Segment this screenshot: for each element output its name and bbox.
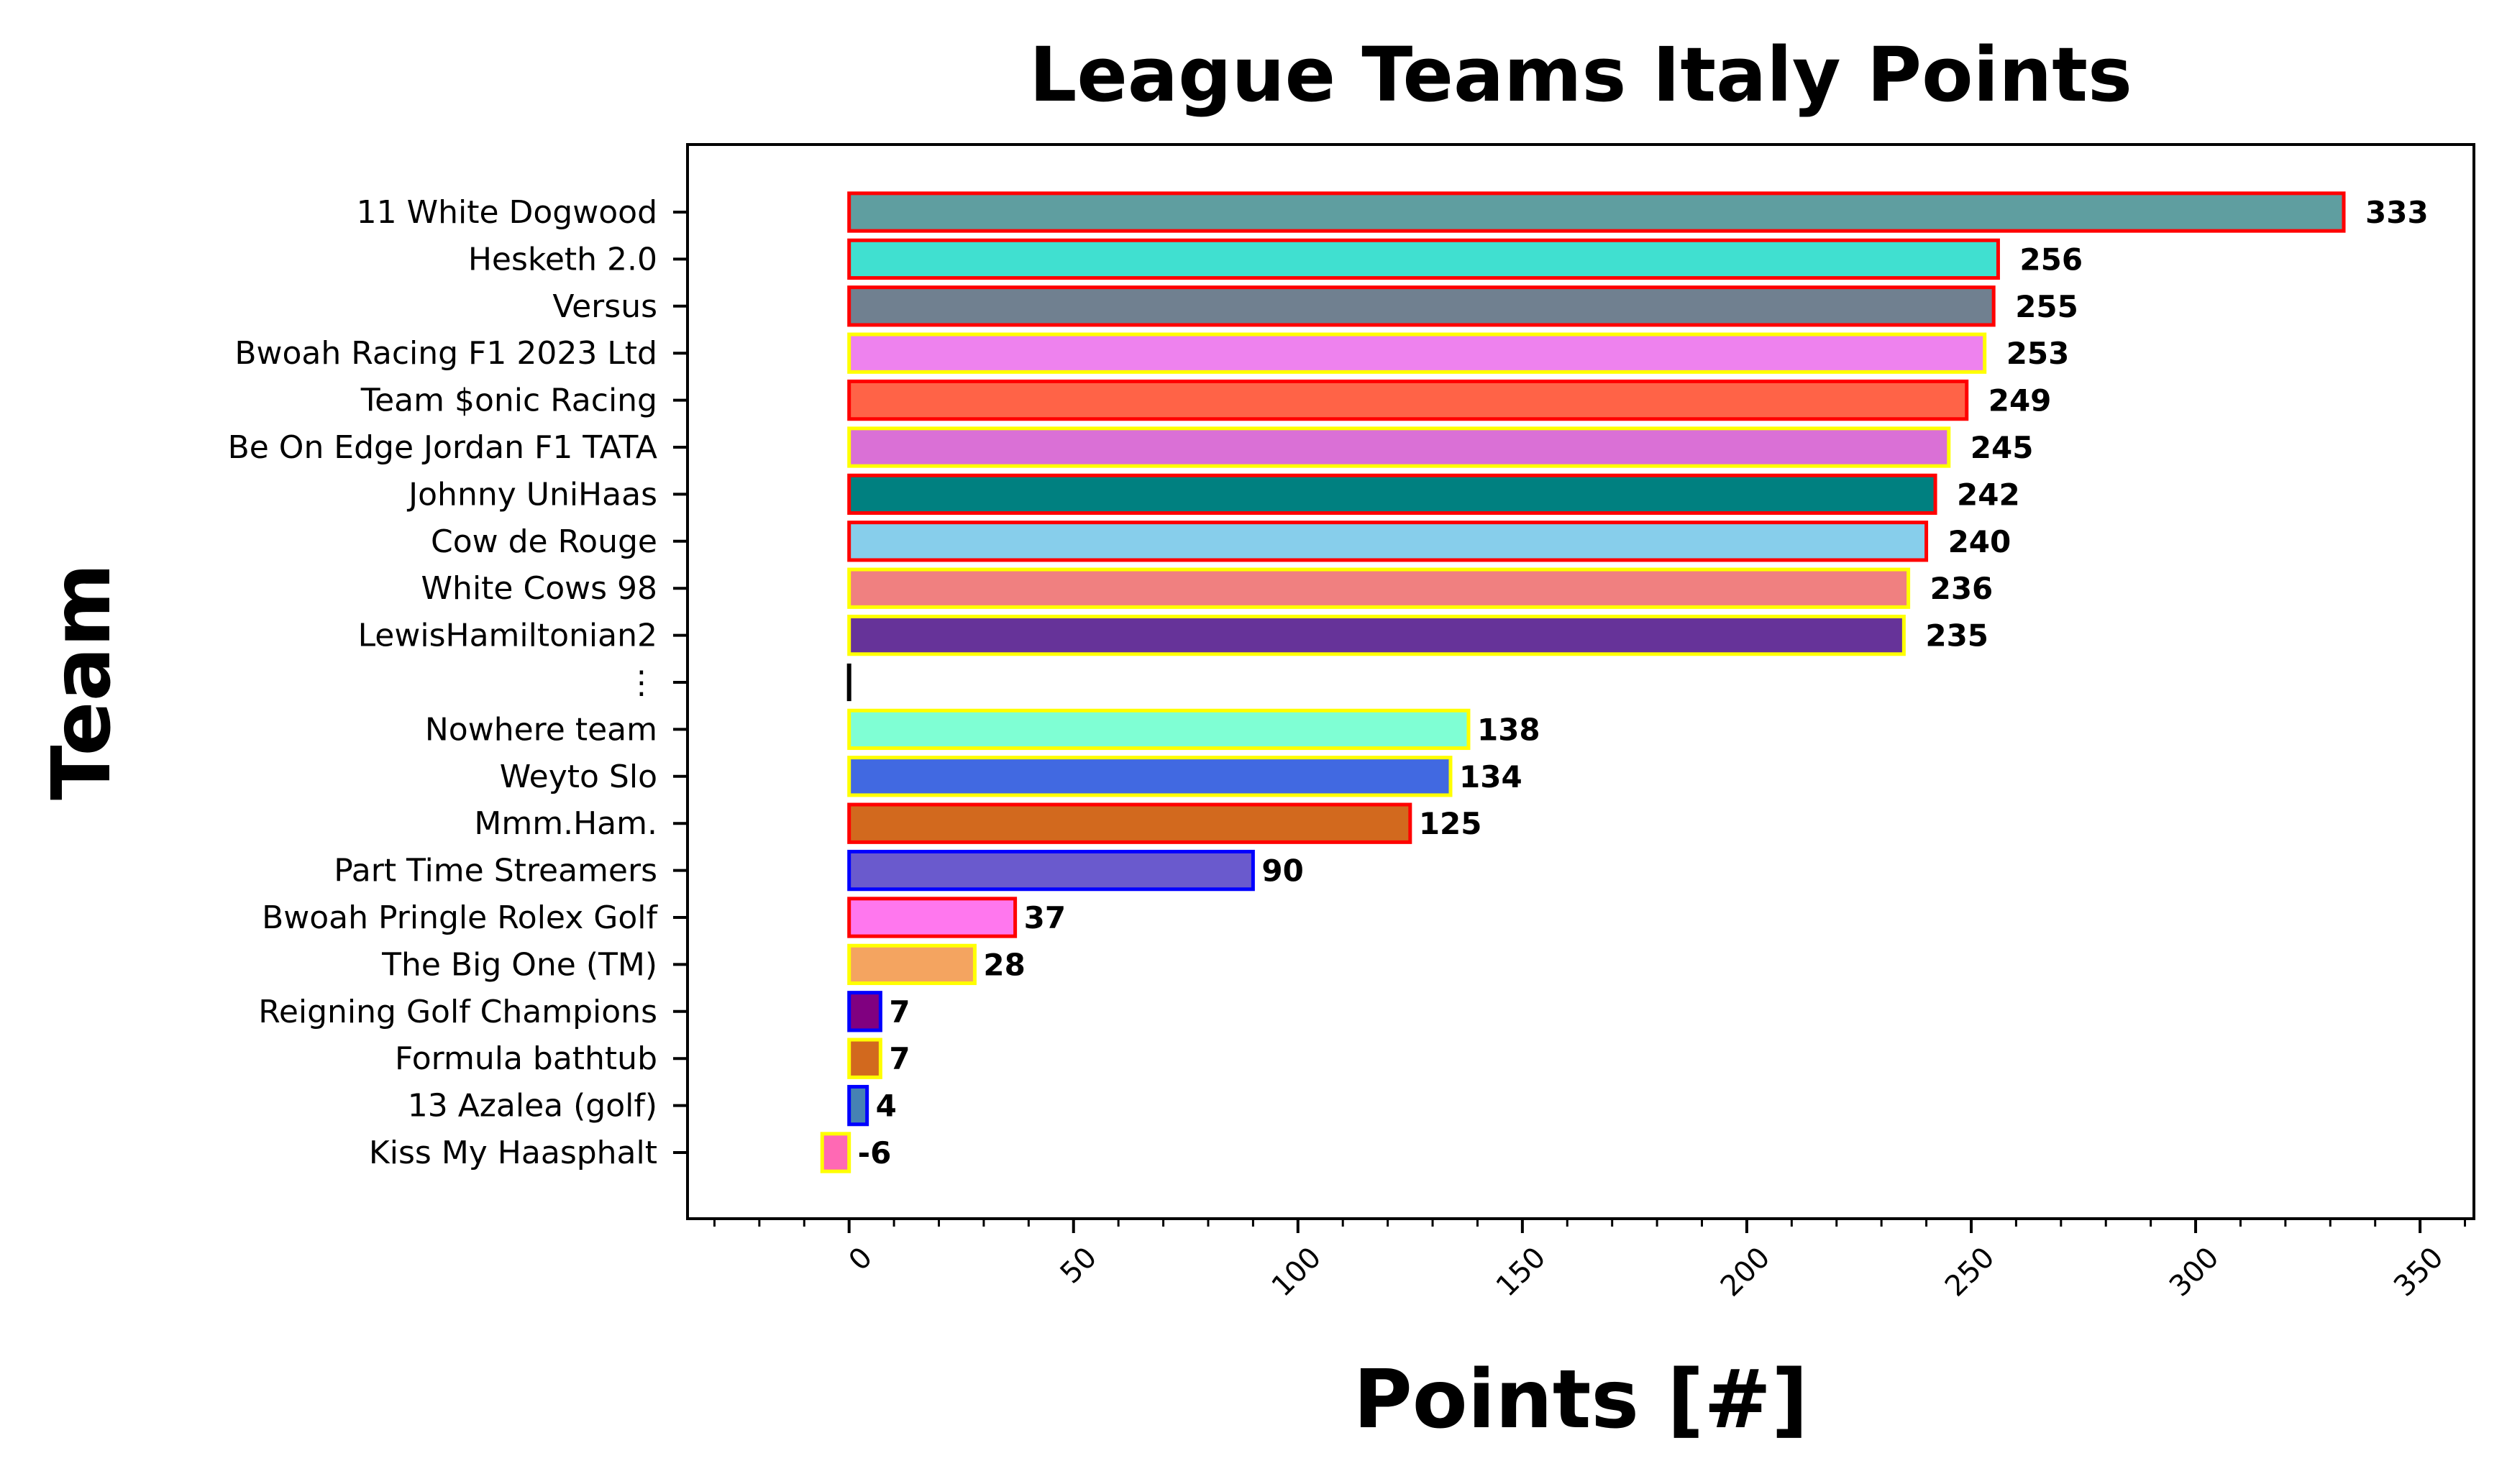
value-label: 256	[2019, 242, 2083, 277]
y-tick-label: Team $onic Racing	[360, 383, 657, 419]
value-label: 138	[1477, 712, 1540, 747]
y-tick-label: Nowhere team	[425, 711, 657, 748]
y-tick-label: Bwoah Pringle Rolex Golf	[262, 899, 658, 936]
bar	[847, 756, 1453, 797]
value-label: 236	[1930, 571, 1994, 606]
y-tick-label: Part Time Streamers	[334, 853, 657, 889]
bar	[847, 567, 1911, 609]
bar	[847, 426, 1951, 468]
value-label: 134	[1459, 759, 1522, 794]
y-tick-label: White Cows 98	[421, 570, 657, 607]
value-label: 28	[983, 947, 1025, 982]
value-label: 249	[1988, 383, 2052, 418]
value-label: 245	[1971, 430, 2034, 465]
y-tick-label: Johnny UniHaas	[406, 476, 657, 513]
bar	[847, 238, 2000, 280]
chart-title: League Teams Italy Points	[1029, 31, 2132, 119]
bar	[847, 379, 1969, 421]
bar	[847, 1084, 869, 1127]
y-tick-label: Be On Edge Jordan F1 TATA	[228, 429, 657, 466]
value-label: 37	[1024, 900, 1066, 935]
plot-frame	[686, 143, 2475, 1220]
y-tick-label: The Big One (TM)	[381, 946, 657, 983]
value-labels: 333 256 255 253 249 245 242 240 236 235 138 134 125 9…	[858, 195, 2429, 1171]
bars-layer	[820, 191, 2346, 1173]
bar	[847, 285, 1996, 327]
y-tick-label: Formula bathtub	[395, 1040, 657, 1077]
y-tick-label: Weyto Slo	[500, 759, 657, 795]
value-label: 125	[1419, 806, 1482, 841]
value-label: 242	[1957, 477, 2020, 512]
y-tick-label: Bwoah Racing F1 2023 Ltd	[234, 335, 657, 372]
y-axis-label: Team	[35, 563, 129, 800]
bar	[847, 191, 2346, 233]
value-label: 4	[876, 1089, 897, 1124]
y-tick-label: Mmm.Ham.	[474, 805, 657, 842]
y-tick-label: 11 White Dogwood	[357, 194, 657, 231]
y-tick-labels: 11 White Dogwood Hesketh 2.0 Versus Bwoah R…	[228, 194, 659, 1171]
bar	[847, 802, 1412, 844]
bar	[847, 943, 977, 986]
bar	[847, 521, 1929, 562]
value-label: 240	[1948, 524, 2011, 559]
y-tick-label: Cow de Rouge	[431, 523, 657, 560]
value-label: 255	[2015, 289, 2078, 324]
bar	[847, 991, 882, 1032]
y-tick-label: Versus	[552, 288, 657, 325]
y-tick-label: Reigning Golf Champions	[258, 994, 657, 1030]
value-label: 90	[1261, 853, 1303, 889]
bar	[847, 849, 1255, 892]
value-label: -6	[858, 1135, 892, 1171]
bar	[847, 614, 1906, 656]
bar	[847, 473, 1937, 516]
y-tick-label: Hesketh 2.0	[468, 241, 657, 278]
value-label: 235	[1925, 618, 1988, 654]
x-axis-label: Points [#]	[1353, 1353, 1809, 1447]
bar	[847, 708, 1471, 751]
value-label: 333	[2365, 195, 2429, 230]
y-tick-label: 13 Azalea (golf)	[408, 1088, 657, 1125]
bar	[820, 1132, 851, 1173]
bar	[847, 897, 1018, 938]
value-label: 253	[2006, 336, 2070, 371]
y-tick-label: LewisHamiltonian2	[358, 618, 657, 654]
bar	[847, 332, 1987, 374]
value-label: 7	[889, 1041, 910, 1076]
value-label: 7	[889, 994, 910, 1030]
y-tick-label: ⋮	[626, 664, 657, 701]
bar	[847, 1038, 882, 1079]
y-ticks	[673, 211, 688, 1154]
y-tick-label: Kiss My Haasphalt	[369, 1135, 657, 1171]
